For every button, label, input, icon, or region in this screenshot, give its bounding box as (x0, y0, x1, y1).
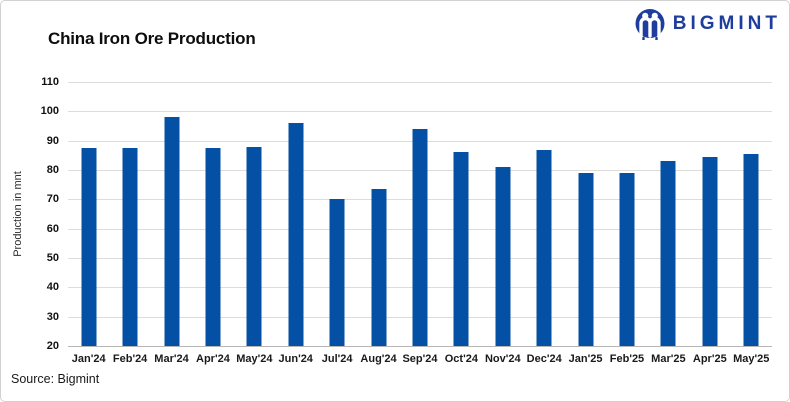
x-tick-label-Apr'24: Apr'24 (196, 353, 230, 365)
y-tick-label-70: 70 (46, 193, 59, 205)
bar-Apr'25 (702, 156, 718, 346)
plot-area (68, 82, 772, 347)
x-tick-label-Mar'25: Mar'25 (651, 353, 686, 365)
bar-slot-Apr'25 (689, 82, 730, 346)
x-tick-label-Dec'24: Dec'24 (526, 353, 562, 365)
brand-logo: BIGMINT (634, 8, 781, 40)
bar-Jan'25 (578, 172, 594, 346)
bar-slot-Apr'24 (192, 82, 233, 346)
y-tick-label-60: 60 (46, 223, 59, 235)
gridline-100 (68, 111, 772, 112)
bar-slot-May'25 (731, 82, 772, 346)
bar-Feb'25 (619, 172, 635, 346)
bar-Feb'24 (122, 148, 138, 346)
y-tick-label-80: 80 (46, 164, 59, 176)
x-tick-label-May'25: May'25 (733, 353, 770, 365)
x-tick-label-Sep'24: Sep'24 (402, 353, 438, 365)
bar-series (68, 82, 772, 346)
x-tick-label-Aug'24: Aug'24 (360, 353, 397, 365)
bar-slot-Jan'24 (68, 82, 109, 346)
bar-slot-Jul'24 (316, 82, 357, 346)
bar-Jan'24 (81, 148, 97, 346)
chart-title: China Iron Ore Production (48, 29, 256, 48)
gridline-20 (68, 346, 772, 347)
bar-May'24 (246, 146, 262, 346)
x-tick-label-Oct'24: Oct'24 (444, 353, 478, 365)
bar-slot-Feb'24 (109, 82, 150, 346)
bar-Dec'24 (536, 149, 552, 346)
bar-Jun'24 (288, 123, 304, 346)
bar-Sep'24 (412, 128, 428, 346)
y-tick-label-90: 90 (46, 135, 59, 147)
bar-slot-Jun'24 (275, 82, 316, 346)
bar-slot-Nov'24 (482, 82, 523, 346)
bar-slot-Jan'25 (565, 82, 606, 346)
x-tick-label-May'24: May'24 (236, 353, 273, 365)
y-tick-label-50: 50 (46, 252, 59, 264)
x-tick-label-Jul'24: Jul'24 (321, 353, 353, 365)
bar-slot-Aug'24 (358, 82, 399, 346)
bar-slot-Feb'25 (606, 82, 647, 346)
bar-May'25 (743, 153, 759, 346)
bar-slot-Oct'24 (441, 82, 482, 346)
bigmint-icon (635, 9, 665, 40)
gridline-110 (68, 82, 772, 83)
bar-Apr'24 (205, 148, 221, 346)
y-tick-label-110: 110 (41, 76, 59, 88)
x-tick-label-Jun'24: Jun'24 (278, 353, 313, 365)
x-tick-label-Mar'24: Mar'24 (154, 353, 189, 365)
bar-Mar'24 (164, 117, 180, 346)
x-tick-label-Jan'25: Jan'25 (568, 353, 603, 365)
bar-slot-Dec'24 (523, 82, 564, 346)
y-tick-label-20: 20 (46, 340, 59, 352)
bar-slot-Mar'25 (648, 82, 689, 346)
x-tick-label-Feb'25: Feb'25 (609, 353, 645, 365)
source-caption: Source: Bigmint (11, 372, 100, 386)
x-tick-label-Nov'24: Nov'24 (484, 353, 521, 365)
x-tick-label-Jan'24: Jan'24 (71, 353, 106, 365)
brand-name: BIGMINT (672, 13, 781, 34)
bar-Aug'24 (371, 189, 387, 346)
y-tick-label-100: 100 (40, 105, 59, 117)
y-tick-label-40: 40 (46, 281, 59, 293)
bar-slot-Sep'24 (399, 82, 440, 346)
bar-Oct'24 (453, 152, 469, 346)
y-axis-ticks: 20 30 40 50 60 70 80 90 100 110 (1, 76, 59, 352)
x-tick-label-Feb'24: Feb'24 (112, 353, 148, 365)
bar-slot-Mar'24 (151, 82, 192, 346)
bar-Mar'25 (660, 161, 676, 346)
bar-Jul'24 (329, 199, 345, 346)
x-axis-labels: Jan'24 Feb'24 Mar'24 Apr'24 May'24 Jun'24 Jul'… (68, 353, 772, 365)
y-tick-label-30: 30 (46, 311, 59, 323)
x-tick-label-Apr'25: Apr'25 (692, 353, 727, 365)
bar-slot-May'24 (234, 82, 275, 346)
bar-Nov'24 (495, 167, 511, 346)
